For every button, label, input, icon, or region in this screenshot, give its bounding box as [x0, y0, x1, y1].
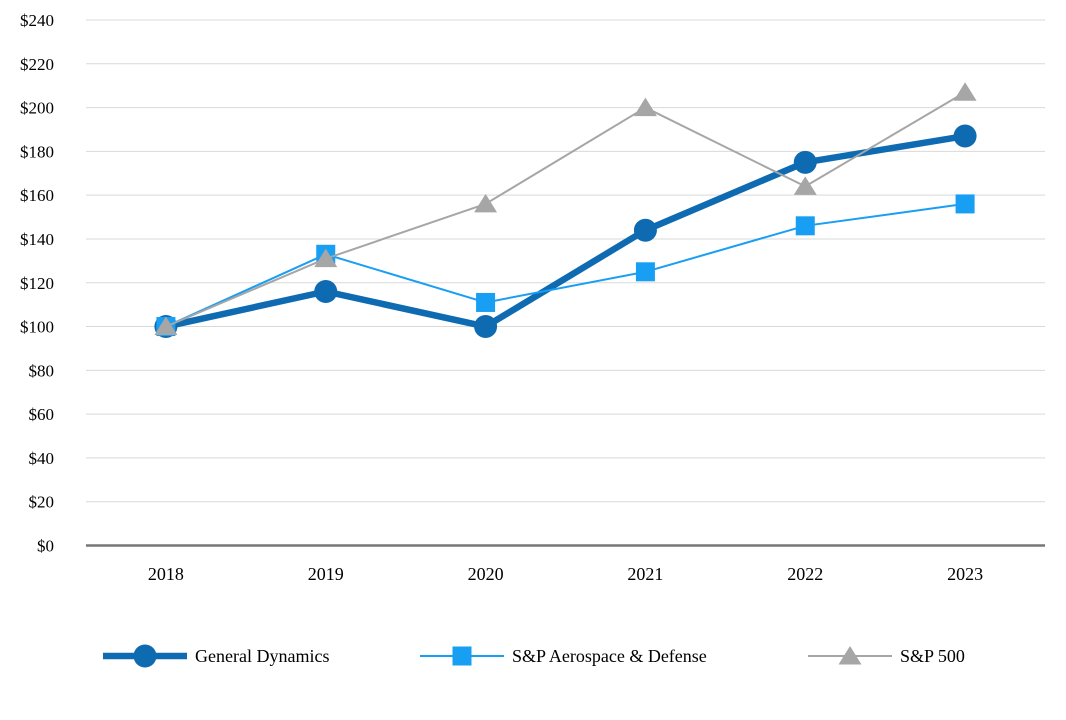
marker-general-dynamics-2019 — [314, 280, 338, 304]
y-tick-label: $160 — [20, 186, 54, 205]
marker-general-dynamics-2020 — [474, 315, 498, 339]
y-tick-label: $20 — [29, 493, 55, 512]
legend-swatch-sp-aerospace-defense — [420, 646, 504, 666]
marker-s-p-500-2019 — [314, 248, 338, 268]
y-tick-label: $100 — [20, 318, 54, 337]
marker-s-p-aerospace-defense-2021 — [635, 262, 655, 282]
y-tick-label: $140 — [20, 230, 54, 249]
x-tick-label: 2021 — [627, 564, 663, 584]
y-tick-label: $120 — [20, 274, 54, 293]
series-line-general-dynamics — [162, 132, 969, 330]
marker-general-dynamics-2022 — [793, 150, 817, 174]
legend-label-sp-500: S&P 500 — [900, 646, 965, 666]
marker-s-p-500-2023 — [953, 82, 977, 101]
x-tick-label: 2023 — [947, 564, 983, 584]
x-tick-label: 2020 — [468, 564, 504, 584]
marker-s-p-500-2022 — [793, 176, 817, 195]
x-tick-label: 2022 — [787, 564, 823, 584]
legend-label-general-dynamics: General Dynamics — [195, 646, 330, 666]
legend-item-general-dynamics: General Dynamics — [103, 643, 329, 669]
legend-marker-s-p-aerospace-defense — [452, 646, 472, 666]
series-line-s-p-500 — [164, 91, 967, 328]
marker-s-p-500-2018 — [154, 316, 178, 336]
legend-marker-s-p-500 — [838, 646, 862, 665]
marker-s-p-aerospace-defense-2020 — [476, 292, 496, 312]
y-tick-label: $60 — [29, 405, 55, 424]
y-tick-label: $200 — [20, 99, 54, 118]
y-tick-label: $240 — [20, 11, 54, 30]
legend-label-sp-aerospace-defense: S&P Aerospace & Defense — [512, 646, 707, 666]
x-tick-label: 2018 — [148, 564, 184, 584]
legend-swatch-general-dynamics — [103, 644, 187, 668]
y-tick-label: $40 — [29, 449, 55, 468]
legend-item-sp-aerospace-defense: S&P Aerospace & Defense — [420, 643, 707, 669]
marker-s-p-500-2021 — [633, 97, 657, 117]
marker-s-p-500-2020 — [474, 193, 498, 213]
y-tick-label: $80 — [29, 361, 55, 380]
legend-item-sp-500: S&P 500 — [808, 643, 965, 669]
marker-s-p-aerospace-defense-2022 — [795, 216, 815, 236]
x-tick-label: 2019 — [308, 564, 344, 584]
y-tick-label: $220 — [20, 55, 54, 74]
y-tick-label: $180 — [20, 142, 54, 161]
marker-general-dynamics-2021 — [633, 218, 657, 242]
y-tick-label: $0 — [37, 537, 54, 556]
marker-general-dynamics-2023 — [953, 124, 977, 148]
legend-marker-general-dynamics — [133, 644, 157, 668]
marker-s-p-aerospace-defense-2023 — [955, 194, 975, 214]
series-line-s-p-aerospace-defense — [164, 202, 967, 328]
legend-swatch-sp-500 — [808, 646, 892, 665]
